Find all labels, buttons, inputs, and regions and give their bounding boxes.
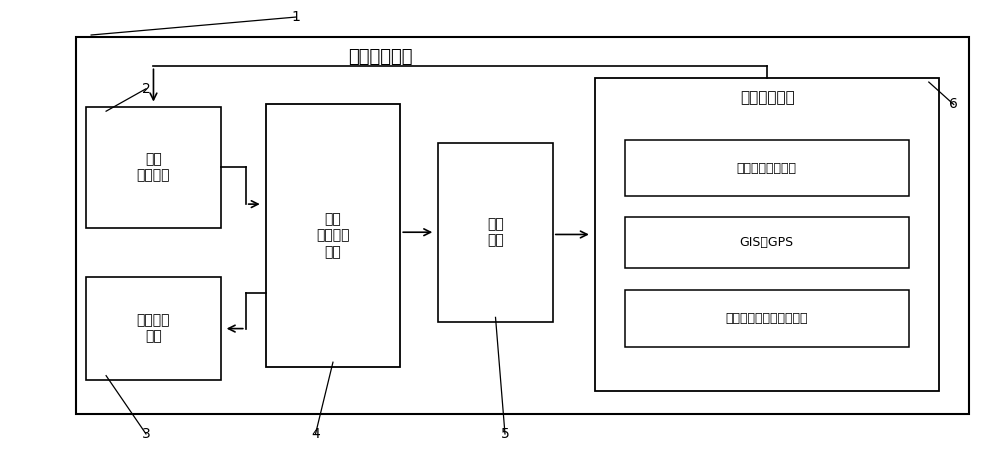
Bar (76, 37, 969, 414)
Bar (86, 107, 221, 228)
Text: 人工智能控制优化: 人工智能控制优化 (737, 162, 797, 175)
Bar (625, 140, 909, 196)
Text: 前端
感知模块: 前端 感知模块 (137, 152, 170, 182)
Text: GIS、GPS: GIS、GPS (740, 236, 794, 249)
Text: 预警控制
模块: 预警控制 模块 (137, 313, 170, 344)
Bar (438, 143, 553, 322)
Text: 6: 6 (949, 97, 958, 111)
Text: 2: 2 (142, 82, 150, 96)
Bar (625, 290, 909, 346)
Text: 1: 1 (291, 10, 300, 24)
Text: 通信
模块: 通信 模块 (487, 217, 504, 247)
Bar (625, 216, 909, 268)
Bar (266, 105, 400, 367)
Text: 4: 4 (311, 427, 320, 441)
Text: 优化预警模型: 优化预警模型 (348, 48, 413, 66)
Bar (86, 277, 221, 380)
Text: 3: 3 (142, 427, 150, 441)
Text: 主动式预警信息动态发布: 主动式预警信息动态发布 (726, 312, 808, 325)
Text: 5: 5 (501, 427, 509, 441)
Text: 多元
感知融合
模块: 多元 感知融合 模块 (316, 212, 350, 259)
Bar (595, 78, 939, 391)
Text: 后端分析平台: 后端分析平台 (740, 90, 795, 105)
